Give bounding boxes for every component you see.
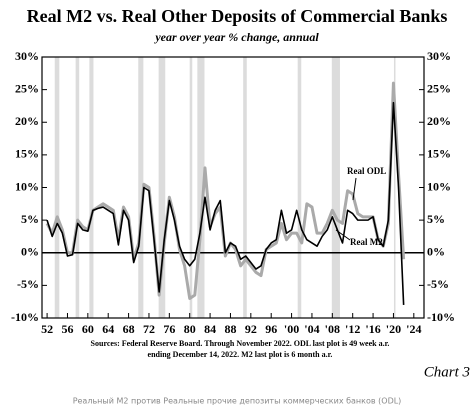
y2-tick-label: -5% [427,277,449,291]
x-tick-label: 56 [61,322,73,336]
y2-tick-label: 5% [427,212,445,226]
y-tick-label: 5% [21,212,39,226]
y2-tick-label: 25% [427,81,451,95]
x-tick-label: 84 [204,322,216,336]
leader-line [352,177,357,201]
x-tick-label: 52 [41,322,53,336]
recession-band [75,57,80,318]
x-tick-label: 76 [163,322,175,336]
x-tick-label: 60 [82,322,94,336]
leader-line [335,229,351,241]
series-line [45,81,406,300]
y-tick-label: 15% [15,147,39,161]
x-tick-label: '24 [406,322,421,336]
y2-tick-label: -10% [427,310,455,324]
recession-band [197,57,205,318]
chart-subtitle: year over year % change, annual [153,30,319,44]
caption: Реальный M2 против Реальные прочие депоз… [73,397,402,406]
x-tick-label: 72 [143,322,155,336]
recession-band [54,57,60,318]
recession-band [89,57,94,318]
x-tick-label: 80 [184,322,196,336]
y2-tick-label: 30% [427,49,451,63]
y-tick-label: 25% [15,81,39,95]
recession-band [243,57,247,318]
recession-band [393,57,396,318]
chart-label: Chart 3 [424,364,470,380]
x-tick-label: 96 [265,322,277,336]
chart-title: Real M2 vs. Real Other Deposits of Comme… [27,6,448,26]
y-tick-label: 0% [21,245,39,259]
y-tick-label: -5% [17,277,39,291]
y2-tick-label: 15% [427,147,451,161]
x-tick-label: 68 [123,322,135,336]
series-label: Real ODL [347,166,386,176]
source-note: ending December 14, 2022. M2 last plot i… [148,350,333,359]
series-label: Real M2 [350,237,383,247]
y2-tick-label: 10% [427,179,451,193]
x-tick-label: 88 [224,322,236,336]
y2-tick-label: 0% [427,245,445,259]
x-tick-label: '04 [304,322,319,336]
x-tick-label: '20 [386,322,401,336]
recession-band [331,57,340,318]
source-note: Sources: Federal Reserve Board. Through … [91,339,390,348]
recession-band [158,57,166,318]
recession-band [189,57,193,318]
x-tick-label: '16 [365,322,380,336]
x-tick-label: '08 [325,322,340,336]
y-tick-label: 20% [15,114,39,128]
plot-frame [41,56,425,319]
recession-band [297,57,302,318]
y2-tick-label: 20% [427,114,451,128]
y-tick-label: 10% [15,179,39,193]
x-tick-label: 92 [245,322,257,336]
series-line [46,101,405,305]
y-tick-label: 30% [15,49,39,63]
x-tick-label: '12 [345,322,360,336]
x-tick-label: 64 [102,322,114,336]
y-tick-label: -10% [11,310,39,324]
recession-band [138,57,144,318]
x-tick-label: '00 [284,322,299,336]
